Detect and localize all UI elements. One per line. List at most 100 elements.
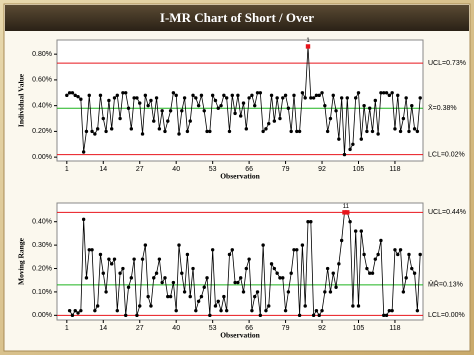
point xyxy=(90,129,94,134)
point xyxy=(171,280,176,285)
point xyxy=(230,248,234,252)
point xyxy=(348,147,352,152)
point xyxy=(101,116,105,121)
point xyxy=(396,93,400,98)
point xyxy=(325,266,330,271)
point xyxy=(79,308,83,313)
point xyxy=(199,294,204,299)
point xyxy=(121,91,125,95)
point xyxy=(342,152,347,157)
point xyxy=(323,290,327,294)
point xyxy=(79,97,83,101)
point xyxy=(356,304,361,308)
point xyxy=(244,266,249,271)
point xyxy=(353,96,358,100)
point xyxy=(382,91,386,95)
point xyxy=(278,116,282,121)
point xyxy=(152,276,156,280)
x-tick-label: 40 xyxy=(172,325,180,332)
point xyxy=(81,217,86,222)
y-tick-label: 0.40% xyxy=(32,219,52,226)
point xyxy=(384,313,389,318)
point xyxy=(115,93,119,98)
point xyxy=(196,299,201,303)
point xyxy=(300,243,305,247)
point xyxy=(289,271,293,275)
point xyxy=(303,304,307,308)
point xyxy=(233,111,237,116)
point xyxy=(241,101,246,105)
point xyxy=(267,304,271,308)
point xyxy=(258,91,263,95)
ucl-label: UCL=0.73% xyxy=(428,60,466,67)
point xyxy=(146,103,150,108)
point xyxy=(370,129,375,134)
point xyxy=(90,248,94,252)
point xyxy=(261,243,265,247)
point xyxy=(261,129,265,134)
lcl-label: LCL=0.02% xyxy=(428,151,465,158)
point xyxy=(345,210,350,215)
x-tick-label: 53 xyxy=(209,166,217,173)
point xyxy=(236,280,240,285)
point xyxy=(387,93,392,98)
point xyxy=(258,313,263,318)
point xyxy=(283,308,288,313)
x-tick-label: 1 xyxy=(65,166,69,173)
point xyxy=(70,313,75,318)
point xyxy=(278,276,282,280)
point xyxy=(160,109,164,113)
point xyxy=(281,96,285,100)
flag-label: 1 xyxy=(346,204,350,210)
point xyxy=(87,93,91,98)
point xyxy=(241,290,246,294)
point xyxy=(196,103,201,108)
point xyxy=(267,121,271,126)
title-bar xyxy=(5,5,469,31)
point xyxy=(210,248,215,252)
x-axis-label: Observation xyxy=(220,331,260,340)
point xyxy=(331,271,335,275)
point xyxy=(168,109,173,113)
point xyxy=(275,96,279,100)
point xyxy=(73,93,77,98)
point xyxy=(390,308,394,313)
point xyxy=(154,96,159,100)
point xyxy=(163,276,167,280)
point xyxy=(415,308,420,313)
point xyxy=(138,304,142,308)
point xyxy=(247,96,251,100)
point xyxy=(351,304,355,308)
point xyxy=(398,248,403,252)
point xyxy=(373,257,378,261)
point xyxy=(384,91,389,95)
point xyxy=(264,127,268,131)
point xyxy=(180,271,184,275)
point xyxy=(107,257,111,261)
point xyxy=(272,266,277,271)
point xyxy=(396,252,400,257)
point xyxy=(194,96,198,100)
x-tick-label: 105 xyxy=(353,166,365,173)
x-tick-label: 92 xyxy=(318,325,326,332)
point xyxy=(412,271,417,275)
point xyxy=(317,93,321,98)
y-tick-label: 0.40% xyxy=(32,102,52,109)
y-axis-label: Moving Range xyxy=(17,237,26,285)
point xyxy=(185,252,190,257)
point xyxy=(407,252,411,257)
point xyxy=(98,93,103,98)
y-tick-label: 0.10% xyxy=(32,289,52,296)
point xyxy=(205,276,209,280)
point xyxy=(93,132,97,136)
point xyxy=(320,308,324,313)
point xyxy=(253,294,257,299)
point xyxy=(222,93,226,98)
point xyxy=(177,132,181,136)
point xyxy=(283,93,288,98)
y-tick-label: 0.20% xyxy=(32,128,52,135)
point xyxy=(359,229,363,233)
point xyxy=(404,96,408,100)
point xyxy=(379,91,383,95)
point xyxy=(202,285,206,289)
